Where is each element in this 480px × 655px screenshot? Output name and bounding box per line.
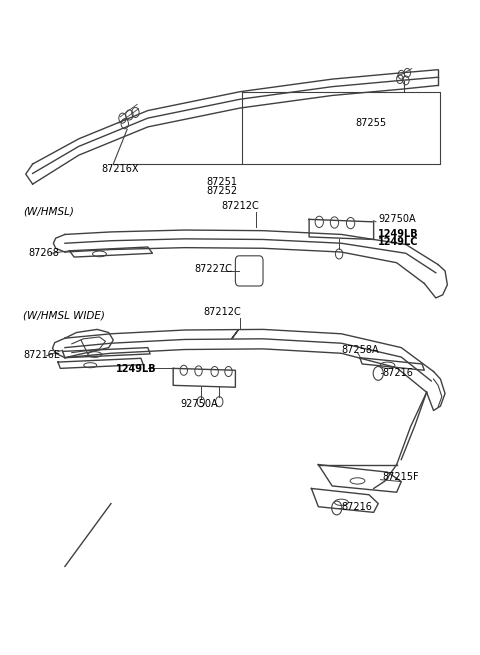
Text: (W/HMSL WIDE): (W/HMSL WIDE): [24, 310, 105, 320]
Text: 87258A: 87258A: [341, 345, 379, 354]
Text: 87212C: 87212C: [203, 307, 241, 317]
Text: 87216X: 87216X: [102, 164, 139, 174]
Text: 1249LB: 1249LB: [378, 229, 419, 239]
Text: 1249LB: 1249LB: [116, 364, 156, 373]
Text: 87216: 87216: [341, 502, 372, 512]
Text: 87216E: 87216E: [24, 350, 60, 360]
Text: 87255: 87255: [355, 119, 386, 128]
Text: 87227C: 87227C: [194, 264, 232, 274]
Text: 87251: 87251: [206, 178, 237, 187]
Text: 92750A: 92750A: [180, 399, 218, 409]
Text: 87216: 87216: [383, 368, 414, 378]
Text: 87215F: 87215F: [383, 472, 420, 481]
Text: 87268: 87268: [28, 248, 59, 258]
Text: (W/HMSL): (W/HMSL): [24, 206, 74, 216]
Text: 1249LC: 1249LC: [378, 237, 419, 247]
Text: 92750A: 92750A: [378, 214, 416, 224]
Text: 87252: 87252: [206, 186, 237, 196]
Text: 87212C: 87212C: [222, 201, 259, 212]
